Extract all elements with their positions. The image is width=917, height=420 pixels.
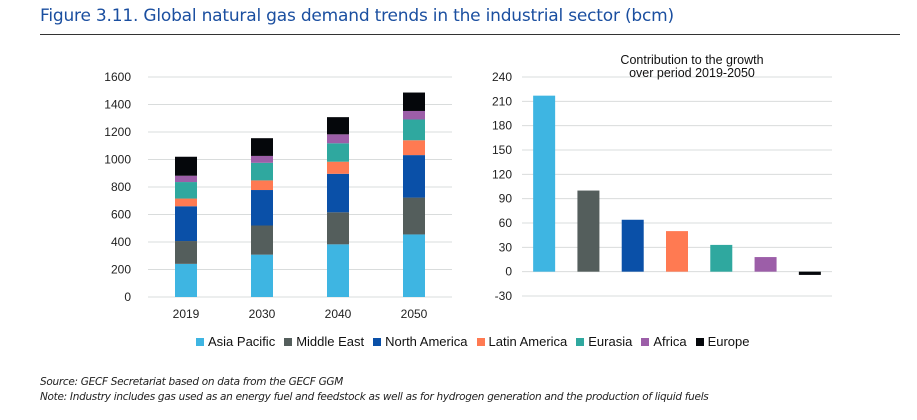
legend-item-europe: Europe: [695, 334, 750, 349]
title-divider: [40, 34, 900, 35]
stacked-bar-2040: [327, 117, 349, 297]
y-tick-label: 60: [499, 216, 513, 230]
bar-segment-latin-america: [175, 198, 197, 207]
bar-africa: [754, 257, 777, 272]
legend-label: North America: [385, 334, 468, 349]
legend-item-latin-america: Latin America: [476, 334, 568, 349]
left-chart-x-ticks: 2019 2030 2040 2050: [173, 307, 428, 321]
bar-asia-pacific: [533, 95, 556, 272]
y-tick-label: 180: [492, 119, 512, 133]
legend-swatch: [196, 337, 204, 346]
y-tick-label: 240: [492, 70, 512, 84]
y-tick-label: -30: [495, 289, 513, 303]
left-chart-bars: [175, 92, 425, 297]
stacked-bar-2050: [403, 92, 425, 297]
y-tick-label: 1600: [104, 70, 131, 84]
y-tick-label: 30: [499, 240, 513, 254]
bar-segment-eurasia: [403, 119, 425, 141]
x-tick-label: 2019: [173, 307, 200, 321]
stacked-bar-2030: [251, 138, 273, 297]
legend-item-middle-east: Middle East: [284, 334, 364, 349]
bar-segment-asia-pacific: [175, 263, 197, 297]
bar-segment-europe: [403, 92, 425, 111]
legend-item-north-america: North America: [373, 334, 468, 349]
y-tick-label: 400: [111, 235, 131, 249]
bar-segment-eurasia: [175, 182, 197, 199]
bar-segment-eurasia: [327, 143, 349, 162]
right-chart-title-line-1: Contribution to the growth: [620, 53, 763, 67]
y-tick-label: 200: [111, 263, 131, 277]
legend-swatch: [284, 337, 293, 346]
figure-notes: Source: GECF Secretariat based on data f…: [40, 375, 709, 405]
bar-north-america: [621, 219, 644, 272]
figure-title: Figure 3.11. Global natural gas demand t…: [40, 6, 674, 26]
y-tick-label: 1400: [104, 98, 131, 112]
y-tick-label: 1200: [104, 125, 131, 139]
bar-segment-eurasia: [251, 162, 273, 181]
bar-segment-africa: [251, 155, 273, 163]
legend-item-asia-pacific: Asia Pacific: [196, 334, 275, 349]
bar-segment-middle-east: [403, 197, 425, 235]
legend-label: Africa: [653, 334, 687, 349]
y-tick-label: 210: [492, 94, 512, 108]
bar-europe: [798, 271, 821, 275]
right-chart-title-line-2: over period 2019-2050: [629, 66, 755, 80]
bar-segment-latin-america: [251, 180, 273, 191]
source-text: Source: GECF Secretariat based on data f…: [40, 376, 344, 388]
bar-segment-asia-pacific: [251, 254, 273, 297]
y-tick-label: 800: [111, 180, 131, 194]
bar-latin-america: [666, 231, 688, 272]
y-tick-label: 0: [505, 265, 512, 279]
stacked-bar-2019: [175, 156, 197, 297]
bar-segment-africa: [403, 110, 425, 120]
x-tick-label: 2050: [401, 307, 428, 321]
left-chart-y-ticks: 0 200 400 600 800 1000 1200 1400 1600: [104, 70, 131, 304]
bar-segment-middle-east: [175, 241, 197, 264]
bar-segment-latin-america: [327, 161, 349, 174]
x-tick-label: 2040: [325, 307, 352, 321]
y-tick-label: 150: [492, 143, 512, 157]
y-tick-label: 0: [124, 290, 131, 304]
bar-segment-north-america: [175, 206, 197, 242]
legend-label: Europe: [707, 334, 750, 349]
y-tick-label: 600: [111, 208, 131, 222]
legend-swatch: [476, 337, 485, 346]
right-chart-bars: [533, 95, 821, 275]
y-tick-label: 120: [492, 167, 512, 181]
bar-segment-latin-america: [403, 140, 425, 156]
legend-swatch: [576, 337, 585, 346]
bar-segment-asia-pacific: [403, 234, 425, 297]
legend-item-eurasia: Eurasia: [576, 334, 632, 349]
legend: Asia Pacific Middle East North America L…: [196, 334, 750, 349]
legend-label: Asia Pacific: [208, 334, 276, 349]
y-tick-label: 90: [499, 192, 513, 206]
bar-segment-middle-east: [251, 225, 273, 255]
bar-segment-middle-east: [327, 212, 349, 245]
legend-label: Latin America: [488, 334, 568, 349]
legend-swatch: [641, 337, 650, 346]
bar-segment-europe: [251, 138, 273, 156]
bar-eurasia: [710, 244, 733, 272]
x-tick-label: 2030: [249, 307, 276, 321]
bar-middle-east: [577, 190, 600, 272]
bar-segment-north-america: [327, 173, 349, 213]
bar-segment-asia-pacific: [327, 244, 349, 297]
bar-segment-north-america: [403, 155, 425, 198]
bar-segment-africa: [175, 175, 197, 183]
bar-segment-europe: [327, 117, 349, 135]
y-tick-label: 1000: [104, 153, 131, 167]
legend-swatch: [695, 337, 704, 346]
right-chart-y-ticks: -30 0 30 60 90 120 150 180 210 240: [492, 70, 512, 303]
note-text: Note: Industry includes gas used as an e…: [40, 391, 709, 403]
left-chart-gridlines: [148, 76, 452, 298]
bar-segment-north-america: [251, 190, 273, 226]
bar-segment-africa: [327, 134, 349, 144]
legend-item-africa: Africa: [641, 334, 687, 349]
bar-segment-europe: [175, 156, 197, 176]
legend-label: Middle East: [296, 334, 365, 349]
legend-label: Eurasia: [588, 334, 633, 349]
legend-swatch: [373, 337, 382, 346]
